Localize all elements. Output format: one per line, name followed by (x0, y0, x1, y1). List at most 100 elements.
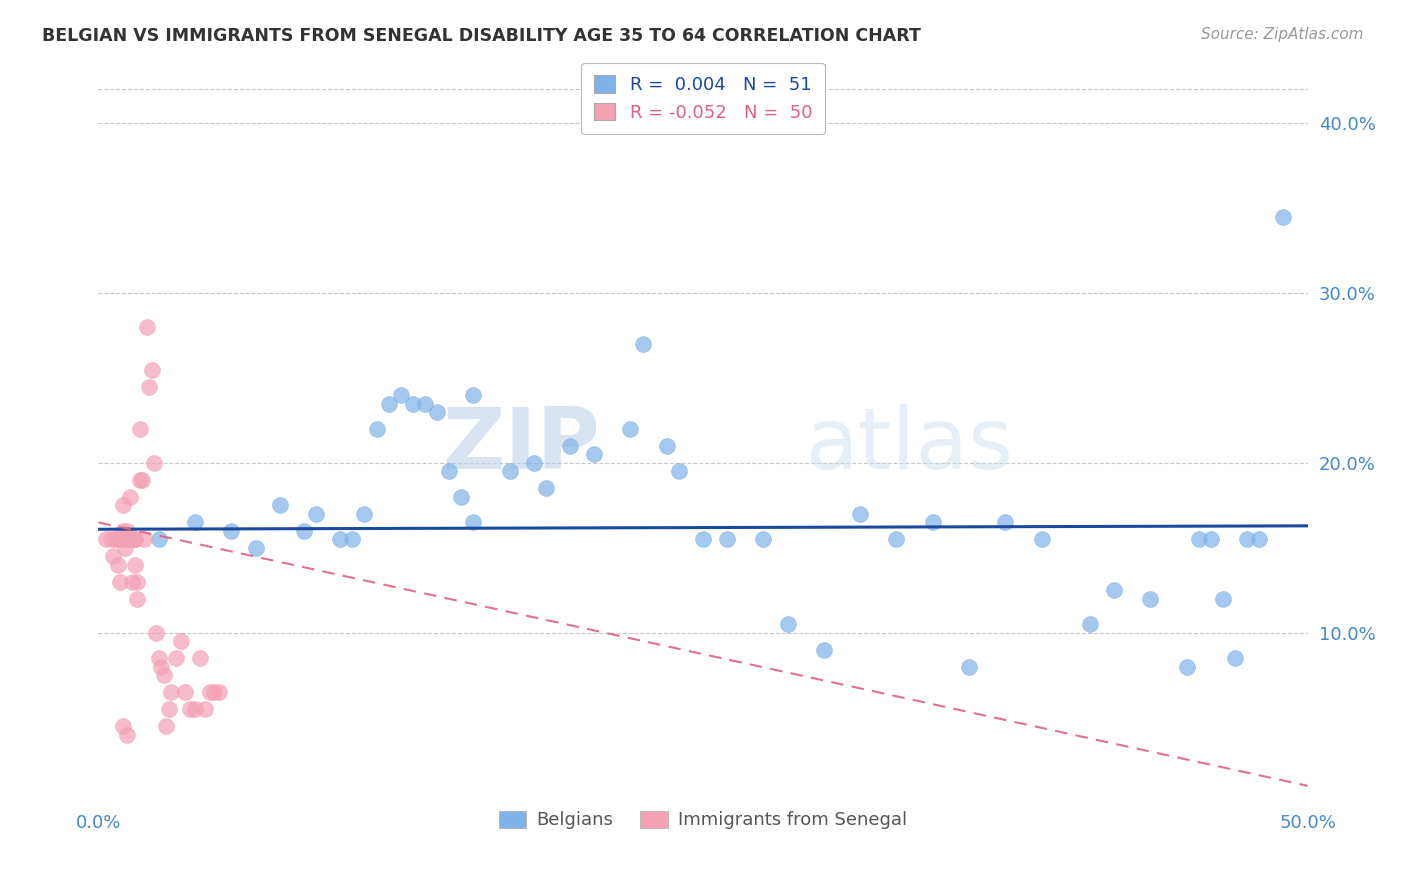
Point (111, 499, 134, 513)
Point (1223, 651, 1246, 665)
Point (377, 396, 399, 410)
Point (127, 574, 149, 589)
Point (668, 465, 690, 479)
Text: Source: ZipAtlas.com: Source: ZipAtlas.com (1201, 27, 1364, 42)
Point (534, 482, 557, 496)
Point (413, 396, 436, 410)
Point (148, 533, 170, 547)
Point (463, 388, 485, 402)
Point (849, 507, 872, 521)
Point (108, 574, 131, 589)
Point (160, 685, 183, 699)
Point (184, 702, 207, 716)
Point (389, 388, 412, 402)
Legend: Belgians, Immigrants from Senegal: Belgians, Immigrants from Senegal (491, 804, 915, 837)
Point (1102, 583, 1125, 598)
Point (208, 685, 231, 699)
Point (157, 702, 180, 716)
Point (128, 422, 150, 436)
Point (117, 728, 139, 742)
Point (631, 337, 654, 351)
Point (131, 473, 153, 487)
Point (198, 685, 221, 699)
Point (179, 702, 201, 716)
Point (269, 499, 291, 513)
Point (994, 516, 1017, 530)
Point (583, 448, 606, 462)
Point (138, 379, 160, 393)
Point (107, 533, 129, 547)
Point (150, 660, 173, 674)
Point (1078, 617, 1101, 632)
Point (1139, 591, 1161, 606)
Point (1212, 591, 1234, 606)
Point (450, 490, 472, 504)
Point (523, 456, 546, 470)
Point (127, 591, 149, 606)
Point (402, 396, 425, 410)
Point (1236, 533, 1258, 547)
Point (152, 668, 174, 682)
Point (135, 320, 157, 334)
Point (752, 533, 775, 547)
Text: atlas: atlas (806, 404, 1014, 488)
Point (188, 651, 211, 665)
Point (1031, 533, 1053, 547)
Point (342, 533, 364, 547)
Point (111, 719, 134, 733)
Text: BELGIAN VS IMMIGRANTS FROM SENEGAL DISABILITY AGE 35 TO 64 CORRELATION CHART: BELGIAN VS IMMIGRANTS FROM SENEGAL DISAB… (42, 27, 921, 45)
Text: ZIP: ZIP (443, 404, 600, 488)
Point (1199, 533, 1222, 547)
Point (124, 533, 146, 547)
Point (1188, 533, 1211, 547)
Point (107, 558, 129, 572)
Point (655, 439, 678, 453)
Point (117, 533, 139, 547)
Point (114, 533, 136, 547)
Point (121, 533, 143, 547)
Point (143, 456, 166, 470)
Point (558, 439, 581, 453)
Point (124, 558, 146, 572)
Point (716, 533, 738, 547)
Point (1249, 533, 1271, 547)
Point (776, 617, 799, 632)
Point (141, 362, 163, 376)
Point (305, 507, 328, 521)
Point (692, 533, 714, 547)
Point (108, 533, 131, 547)
Point (114, 541, 136, 555)
Point (104, 533, 127, 547)
Point (366, 422, 388, 436)
Point (124, 533, 146, 547)
Point (426, 405, 449, 419)
Point (221, 524, 243, 538)
Point (619, 422, 641, 436)
Point (128, 473, 150, 487)
Point (329, 533, 352, 547)
Point (957, 660, 980, 674)
Point (204, 685, 226, 699)
Point (155, 719, 177, 733)
Point (145, 626, 167, 640)
Point (111, 524, 134, 538)
Point (353, 507, 375, 521)
Point (118, 533, 141, 547)
Point (437, 465, 460, 479)
Point (245, 541, 267, 555)
Point (886, 533, 908, 547)
Point (1272, 210, 1295, 224)
Point (94, 533, 117, 547)
Point (813, 643, 835, 657)
Point (121, 574, 143, 589)
Point (292, 524, 315, 538)
Point (134, 533, 156, 547)
Point (1175, 660, 1198, 674)
Point (184, 516, 207, 530)
Point (165, 651, 187, 665)
Point (100, 533, 122, 547)
Point (169, 634, 191, 648)
Point (174, 685, 197, 699)
Point (148, 651, 170, 665)
Point (117, 524, 139, 538)
